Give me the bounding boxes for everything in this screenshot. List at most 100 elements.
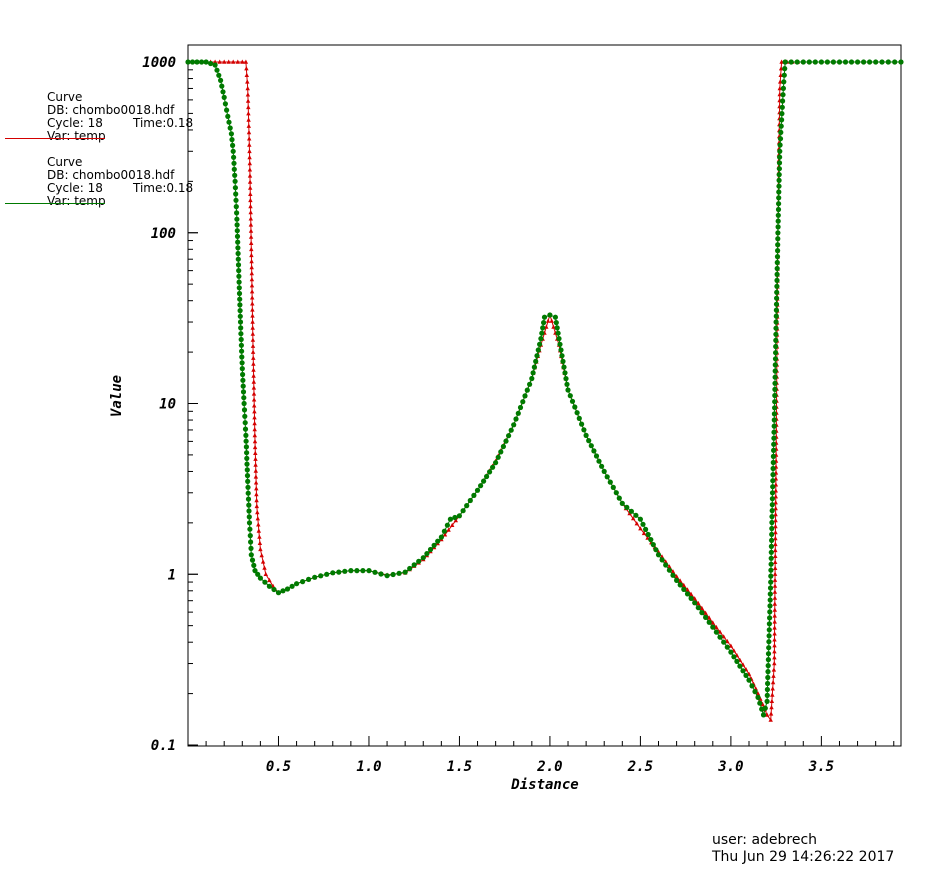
data-point [245, 79, 250, 84]
data-point [780, 92, 786, 98]
data-point [692, 600, 698, 606]
data-point [242, 420, 248, 426]
data-point [251, 373, 256, 378]
data-point [249, 557, 256, 563]
data-point [743, 672, 749, 679]
legend-entry-cycle: Cycle: 18 [47, 116, 103, 130]
data-point [230, 148, 236, 154]
data-point [220, 89, 226, 95]
data-point [243, 438, 249, 444]
legend-entry-var: Var: temp [47, 129, 106, 143]
data-point [772, 595, 778, 600]
data-point [643, 526, 649, 533]
footer-user: user: adebrech [712, 832, 818, 848]
data-point [885, 59, 891, 65]
data-point [420, 555, 426, 561]
data-point [766, 633, 772, 639]
data-point [503, 438, 509, 444]
data-point [538, 336, 544, 342]
data-point [407, 565, 413, 572]
data-point [378, 571, 384, 577]
data-point [522, 393, 528, 399]
data-point [271, 586, 277, 593]
data-point [681, 582, 686, 588]
data-point [246, 508, 252, 514]
x-tick-label: 2.0 [536, 759, 562, 775]
data-point [312, 574, 318, 580]
data-point [450, 522, 455, 527]
data-point [574, 410, 580, 416]
data-point [547, 312, 553, 318]
data-point [762, 705, 768, 711]
data-point [556, 336, 562, 342]
data-point [681, 586, 687, 593]
data-point [764, 686, 771, 693]
data-point [235, 245, 241, 251]
data-point [774, 254, 781, 260]
data-point [773, 350, 779, 356]
data-point [769, 490, 776, 496]
data-point [366, 568, 372, 574]
data-point [481, 478, 487, 484]
data-point [769, 496, 776, 502]
data-point [447, 516, 453, 522]
data-point [767, 609, 773, 615]
data-point [300, 579, 306, 585]
data-point [768, 579, 774, 585]
y-tick-label: 1000 [142, 55, 176, 71]
data-point [775, 242, 781, 248]
data-point [217, 59, 222, 64]
data-point [674, 574, 679, 579]
data-point [781, 72, 787, 78]
data-point [248, 552, 254, 558]
data-point [713, 629, 720, 635]
data-point [456, 513, 462, 519]
data-point [772, 571, 778, 576]
x-tick-label: 3.0 [717, 759, 743, 775]
data-point [231, 154, 237, 160]
data-point [650, 542, 656, 548]
data-point [247, 533, 253, 539]
data-point [248, 203, 253, 209]
data-point [464, 503, 470, 509]
data-point [565, 387, 571, 393]
data-point [772, 386, 778, 392]
data-point [873, 59, 879, 65]
data-point [773, 325, 779, 331]
data-point [755, 694, 761, 701]
data-point [227, 125, 233, 131]
data-point [246, 502, 252, 508]
data-point [247, 167, 253, 172]
data-point [250, 313, 255, 318]
data-point [604, 474, 610, 480]
data-point [348, 568, 354, 574]
data-point [721, 634, 726, 639]
data-point [249, 246, 254, 252]
data-point [757, 700, 763, 706]
data-point [707, 615, 712, 620]
data-point [775, 224, 781, 230]
data-point [775, 230, 781, 236]
data-point [254, 503, 259, 509]
data-point [539, 330, 545, 336]
data-point [251, 355, 256, 360]
data-point [240, 383, 246, 389]
data-point [226, 59, 231, 64]
data-point [764, 712, 770, 717]
data-point [255, 571, 261, 577]
data-point [773, 307, 780, 313]
data-point [779, 111, 785, 117]
data-point [772, 649, 777, 654]
data-point [599, 463, 605, 469]
data-point [214, 67, 220, 73]
data-point [780, 85, 787, 91]
data-point [670, 569, 676, 574]
data-point [824, 59, 831, 65]
data-point [252, 421, 257, 426]
y-axis: 0.1 1 10 100 1000 [142, 55, 198, 754]
data-point [624, 504, 630, 510]
data-point [767, 615, 773, 621]
data-point [769, 698, 775, 703]
data-point [776, 201, 782, 207]
data-point [257, 534, 262, 539]
